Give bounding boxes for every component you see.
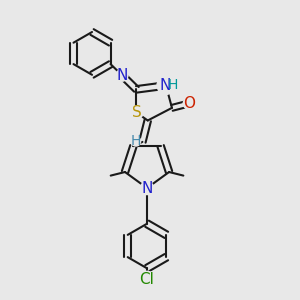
Text: S: S [131, 105, 141, 120]
Text: H: H [167, 79, 178, 92]
Circle shape [116, 69, 128, 81]
Circle shape [131, 136, 141, 146]
Circle shape [139, 271, 155, 288]
Circle shape [130, 106, 143, 119]
Text: N: N [116, 68, 128, 83]
Text: O: O [183, 96, 195, 111]
Text: H: H [131, 134, 141, 148]
Circle shape [157, 76, 175, 94]
Text: Cl: Cl [140, 272, 154, 287]
Circle shape [183, 98, 195, 110]
Text: N: N [141, 181, 153, 196]
Circle shape [140, 182, 154, 195]
Text: N: N [159, 78, 170, 93]
